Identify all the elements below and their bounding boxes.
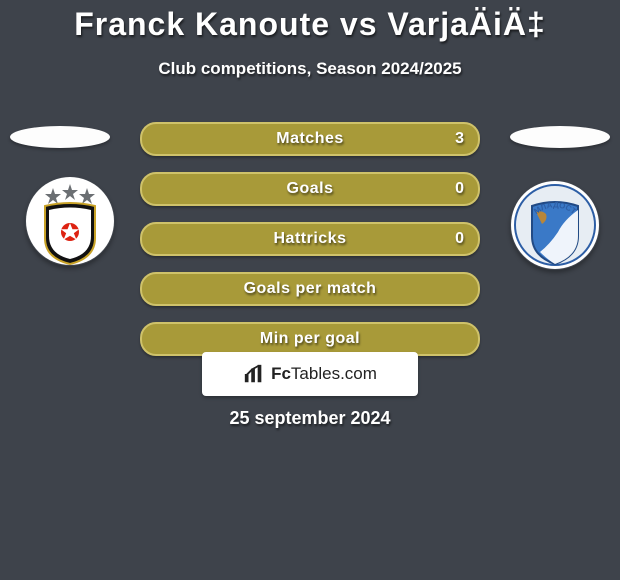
club-crest-right-icon: МЛАДОСТ [510, 180, 600, 270]
stat-row: Hattricks 0 [140, 222, 480, 256]
stat-label: Matches [276, 130, 344, 148]
stat-row: Min per goal [140, 322, 480, 356]
bars-icon [243, 363, 265, 385]
stat-label: Min per goal [260, 330, 360, 348]
club-crest-left-icon: ПАРТИЗАН [25, 176, 115, 266]
fctables-badge[interactable]: FcTables.com [202, 352, 418, 396]
player-label-pill-left [10, 126, 110, 148]
stats-list: Matches 3 Goals 0 Hattricks 0 Goals per … [140, 122, 480, 372]
stat-label: Goals per match [244, 280, 377, 298]
svg-text:ПАРТИЗАН: ПАРТИЗАН [51, 215, 89, 222]
player-label-pill-right [510, 126, 610, 148]
stat-value-right: 0 [455, 174, 464, 204]
stat-label: Hattricks [274, 230, 347, 248]
stat-label: Goals [287, 180, 334, 198]
fctables-label: FcTables.com [271, 364, 377, 384]
fctables-brand-rest: Tables.com [291, 364, 377, 383]
page-subtitle: Club competitions, Season 2024/2025 [0, 59, 620, 79]
stat-row: Goals per match [140, 272, 480, 306]
stat-row: Goals 0 [140, 172, 480, 206]
stat-value-right: 3 [455, 124, 464, 154]
stat-row: Matches 3 [140, 122, 480, 156]
page-title: Franck Kanoute vs VarjaÄiÄ‡ [0, 0, 620, 43]
fctables-brand-bold: Fc [271, 364, 291, 383]
stat-value-right: 0 [455, 224, 464, 254]
footer-date: 25 september 2024 [0, 408, 620, 429]
